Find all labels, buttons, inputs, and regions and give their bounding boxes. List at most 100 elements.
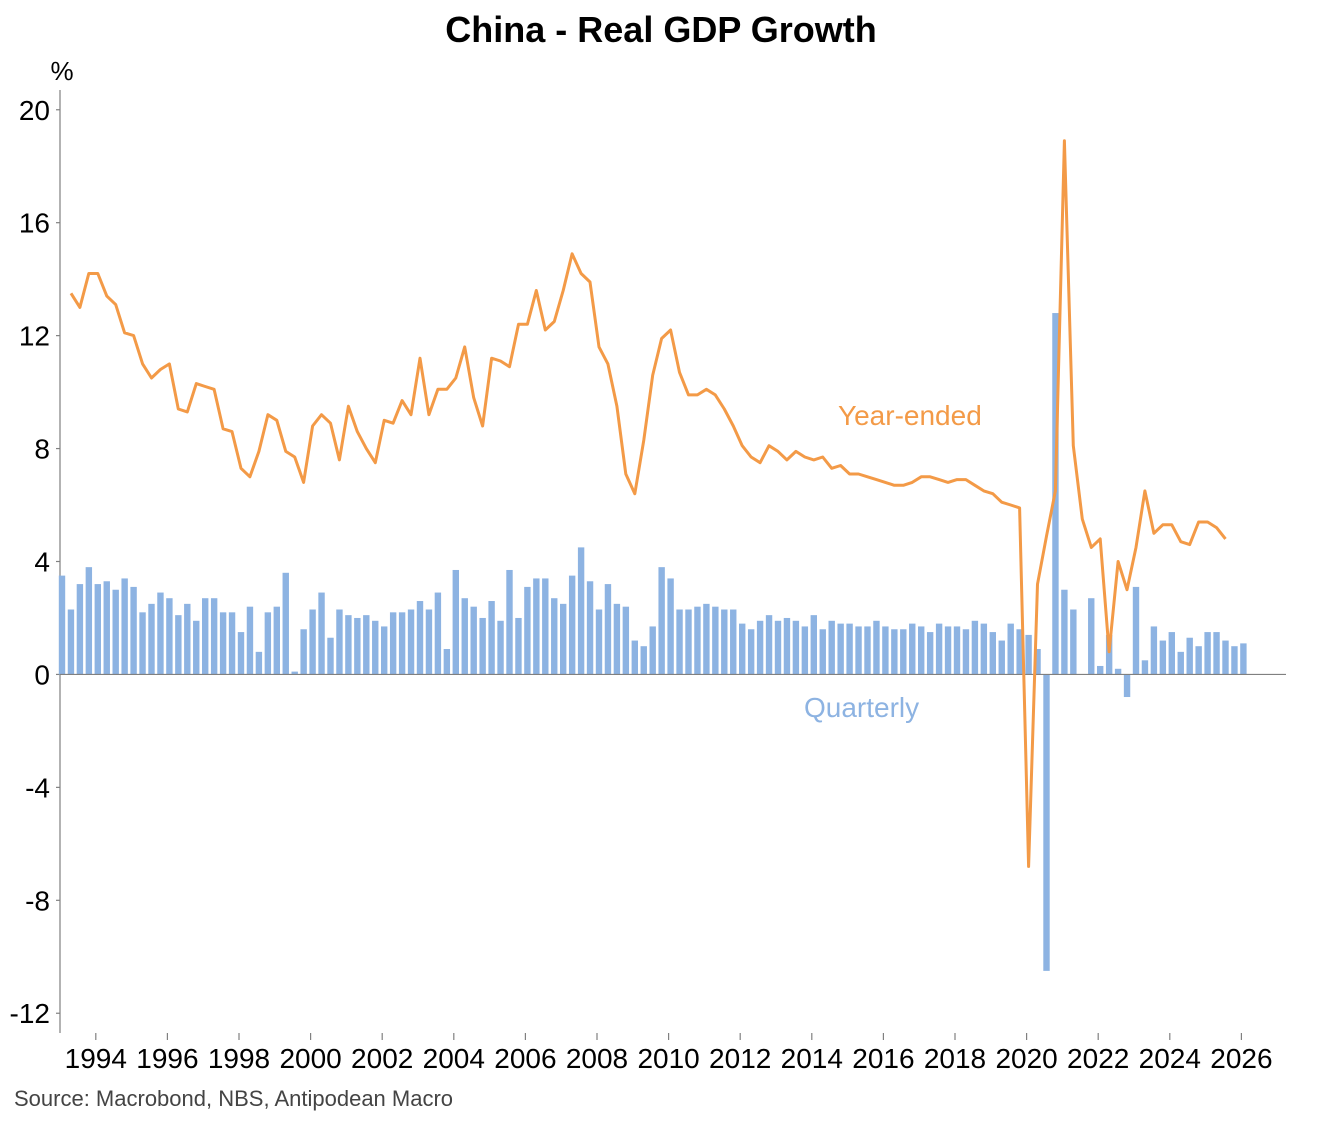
quarterly-bar xyxy=(58,575,66,675)
quarterly-bar xyxy=(900,629,907,675)
quarterly-bar xyxy=(819,629,826,675)
quarterly-bar xyxy=(175,615,182,675)
quarterly-bar xyxy=(398,612,406,675)
y-tick-label: 16 xyxy=(19,208,50,239)
quarterly-bar xyxy=(363,615,370,675)
quarterly-bar xyxy=(1213,632,1220,675)
quarterly-bar xyxy=(103,581,110,675)
y-tick-label: 8 xyxy=(34,434,50,465)
quarterly-bar xyxy=(613,603,621,675)
quarterly-bar xyxy=(1204,632,1211,675)
quarterly-bar xyxy=(801,626,809,675)
x-tick-label: 2002 xyxy=(351,1043,413,1074)
x-tick-label: 1998 xyxy=(208,1043,270,1074)
quarterly-bar xyxy=(604,584,612,675)
quarterly-bar xyxy=(345,615,352,675)
quarterly-bar xyxy=(837,623,844,675)
x-tick-label: 1996 xyxy=(136,1043,198,1074)
quarterly-bar xyxy=(783,617,791,675)
y-tick-label: -12 xyxy=(10,998,50,1029)
quarterly-bar xyxy=(891,629,898,675)
y-tick-label: -8 xyxy=(25,885,50,916)
quarterly-label: Quarterly xyxy=(804,692,919,723)
quarterly-bar xyxy=(1123,674,1131,698)
x-tick-label: 2004 xyxy=(423,1043,485,1074)
year-ended-label: Year-ended xyxy=(838,400,982,431)
y-tick-label: 0 xyxy=(34,659,50,690)
y-tick-label: 4 xyxy=(34,547,50,578)
quarterly-bar xyxy=(425,609,433,675)
quarterly-bar xyxy=(381,626,388,675)
quarterly-bar xyxy=(354,617,361,675)
x-tick-label: 2018 xyxy=(924,1043,986,1074)
quarterly-bar xyxy=(1016,629,1023,675)
quarterly-bar xyxy=(166,598,173,675)
quarterly-bar xyxy=(112,589,119,675)
x-tick-label: 2016 xyxy=(852,1043,914,1074)
x-tick-label: 2010 xyxy=(637,1043,699,1074)
quarterly-bar xyxy=(542,578,549,675)
quarterly-bar xyxy=(1168,632,1175,675)
quarterly-bar xyxy=(935,623,943,675)
quarterly-bar xyxy=(667,578,674,675)
quarterly-bar xyxy=(219,612,227,675)
quarterly-bar xyxy=(300,629,307,675)
x-tick-label: 2014 xyxy=(781,1043,843,1074)
quarterly-bar xyxy=(246,606,254,675)
quarterly-bar xyxy=(273,606,280,675)
quarterly-bar xyxy=(962,629,970,675)
x-tick-label: 2020 xyxy=(995,1043,1057,1074)
quarterly-bar xyxy=(1061,589,1068,675)
quarterly-bar xyxy=(926,632,934,675)
quarterly-bar xyxy=(649,626,656,675)
quarterly-bar xyxy=(479,617,486,675)
quarterly-bar xyxy=(389,612,397,675)
quarterly-bar xyxy=(228,612,236,675)
quarterly-bar xyxy=(67,609,75,675)
quarterly-bar xyxy=(148,603,155,675)
quarterly-bar xyxy=(873,620,880,675)
quarterly-bar xyxy=(76,584,84,675)
quarterly-bar xyxy=(210,598,218,675)
quarterly-bar xyxy=(774,620,782,675)
quarterly-bar xyxy=(264,612,272,675)
quarterly-bar xyxy=(85,567,93,675)
quarterly-bar xyxy=(372,620,379,675)
quarterly-bar xyxy=(1007,623,1014,675)
quarterly-bar xyxy=(685,609,692,675)
quarterly-bar xyxy=(551,598,558,675)
quarterly-bar xyxy=(533,578,540,675)
quarterly-bar xyxy=(1105,634,1113,675)
quarterly-bar xyxy=(416,601,424,675)
quarterly-bar xyxy=(1070,609,1077,675)
quarterly-bar xyxy=(577,547,585,675)
x-tick-label: 2024 xyxy=(1139,1043,1201,1074)
quarterly-bar xyxy=(318,592,325,675)
quarterly-bar xyxy=(193,620,200,675)
quarterly-bar xyxy=(1114,668,1122,675)
quarterly-bar xyxy=(810,615,817,675)
quarterly-bar xyxy=(765,615,773,675)
quarterly-bar xyxy=(1088,598,1095,675)
quarterly-bar xyxy=(792,620,800,675)
quarterly-bar xyxy=(497,620,504,675)
quarterly-bar xyxy=(506,569,513,675)
quarterly-bar xyxy=(336,609,343,675)
quarterly-bar xyxy=(828,620,835,675)
quarterly-bar xyxy=(694,606,701,675)
quarterly-bar xyxy=(488,601,495,675)
quarterly-bar xyxy=(1043,674,1050,971)
y-tick-label: 12 xyxy=(19,321,50,352)
quarterly-bar xyxy=(882,626,889,675)
quarterly-bar xyxy=(730,609,737,675)
quarterly-bar xyxy=(595,609,603,675)
x-ticks: 1994 1996 1998 2000 2002 2004 2006 2008 2010 2012… xyxy=(65,1033,1273,1074)
quarterly-bar xyxy=(864,626,871,675)
quarterly-bar xyxy=(909,623,916,675)
quarterly-bar xyxy=(944,626,952,675)
quarterly-bar xyxy=(309,609,316,675)
quarterly-bar xyxy=(953,626,961,675)
quarterly-bar xyxy=(1150,626,1158,675)
source-note: Source: Macrobond, NBS, Antipodean Macro xyxy=(14,1086,453,1111)
